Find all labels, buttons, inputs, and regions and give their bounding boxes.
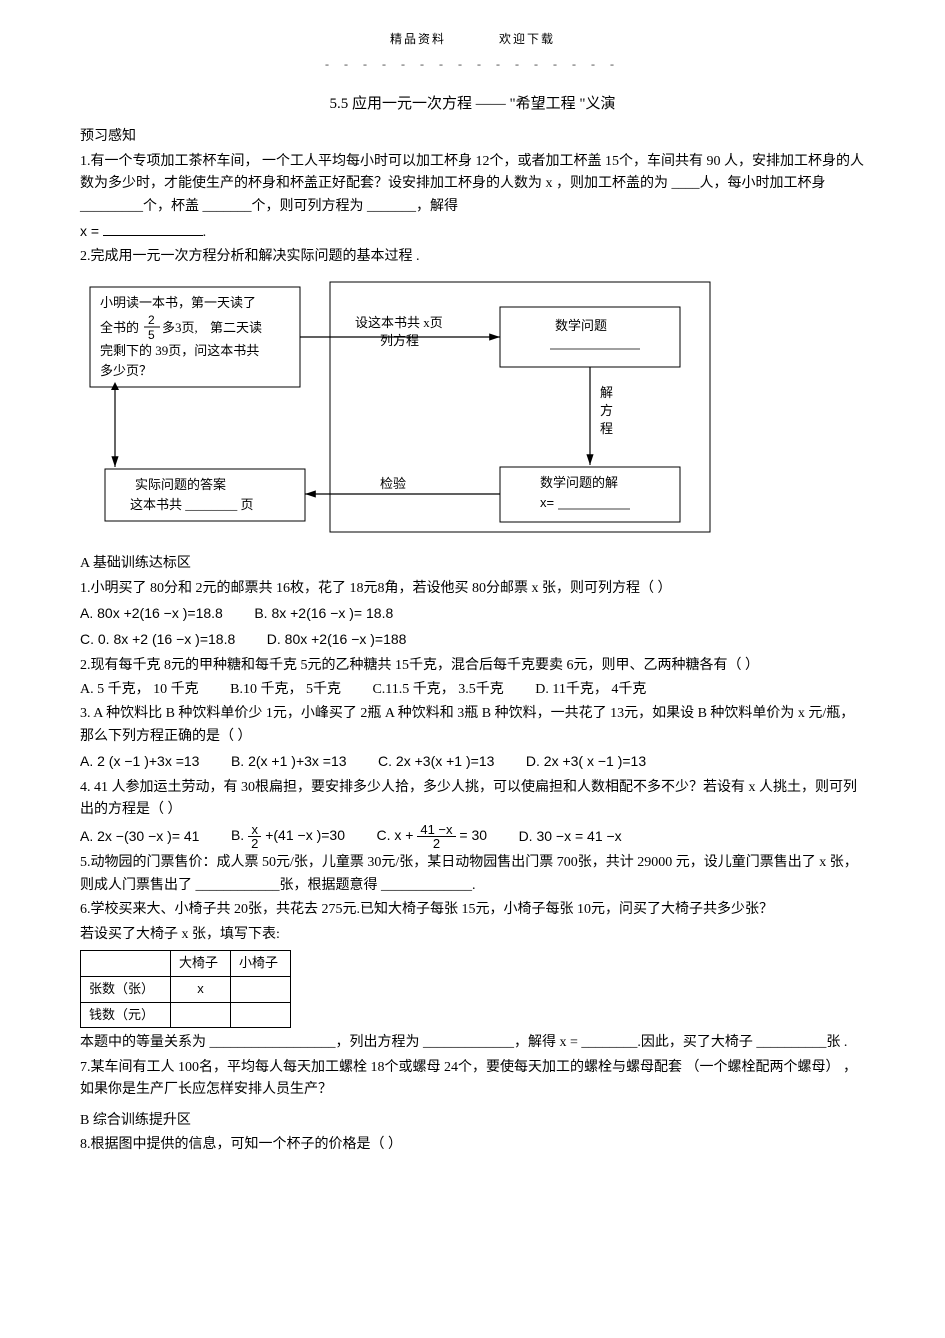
- tbl-h2: 小椅子: [231, 950, 291, 976]
- section-a-label: A 基础训练达标区: [80, 553, 865, 575]
- chair-table: 大椅子 小椅子 张数（张） x 钱数（元）: [80, 950, 291, 1028]
- question-2: 2.完成用一元一次方程分析和解决实际问题的基本过程 .: [80, 246, 865, 268]
- svg-text:多3页,: 多3页,: [162, 320, 198, 335]
- question-1: 1.有一个专项加工茶杯车间， 一个工人平均每小时可以加工杯身 12个，或者加工杯…: [80, 151, 865, 218]
- a1-row2: C. 0. 8x +2 (16 −x )=18.8 D. 80x +2(16 −…: [80, 628, 865, 652]
- header-left: 精品资料: [390, 30, 446, 49]
- header-dashes: - - - - - - - - - - - - - - - -: [80, 55, 865, 74]
- svg-text:列方程: 列方程: [380, 333, 419, 348]
- svg-text:完剩下的 39页，问这本书共: 完剩下的 39页，问这本书共: [100, 343, 259, 358]
- tbl-r1c2: [231, 976, 291, 1002]
- svg-text:检验: 检验: [380, 476, 406, 491]
- blank: [103, 222, 203, 236]
- q1-x-equals: x =: [80, 223, 99, 239]
- svg-text:方: 方: [600, 403, 613, 418]
- tbl-r1c0: 张数（张）: [81, 976, 171, 1002]
- question-a2: 2.现有每千克 8元的甲种糖和每千克 5元的乙种糖共 15千克，混合后每千克要卖…: [80, 655, 865, 677]
- svg-text:2: 2: [148, 313, 155, 327]
- svg-text:多少页？: 多少页？: [100, 363, 152, 378]
- question-a3: 3. A 种饮料比 B 种饮料单价少 1元，小峰买了 2瓶 A 种饮料和 3瓶 …: [80, 703, 865, 748]
- a1-opt-a: A. 80x +2(16 −x )=18.8: [80, 602, 223, 624]
- preview-label: 预习感知: [80, 126, 865, 148]
- a2-row: A. 5 千克， 10 千克 B.10 千克， 5千克 C.11.5 千克， 3…: [80, 679, 865, 701]
- svg-text:x=: x=: [540, 495, 554, 510]
- question-a4: 4. 41 人参加运土劳动，有 30根扁担，要安排多少人拾，多少人挑，可以使扁担…: [80, 777, 865, 822]
- tbl-r2c1: [171, 1002, 231, 1028]
- a2-opt-c: C.11.5 千克， 3.5千克: [372, 679, 503, 701]
- question-a6: 6.学校买来大、小椅子共 20张，共花去 275元.已知大椅子每张 15元，小椅…: [80, 899, 865, 921]
- flow-diagram: 小明读一本书，第一天读了 全书的 2 5 多3页, 第二天读 完剩下的 39页，…: [80, 277, 865, 545]
- a3-opt-a: A. 2 (x −1 )+3x =13: [80, 750, 199, 772]
- a3-row: A. 2 (x −1 )+3x =13 B. 2(x +1 )+3x =13 C…: [80, 750, 865, 774]
- svg-text:5: 5: [148, 328, 155, 342]
- a1-row1: A. 80x +2(16 −x )=18.8 B. 8x +2(16 −x )=…: [80, 602, 865, 626]
- svg-text:实际问题的答案: 实际问题的答案: [135, 477, 226, 492]
- a2-opt-d: D. 11千克， 4千克: [535, 679, 646, 701]
- question-1-last: x = .: [80, 220, 865, 244]
- tbl-r2c0: 钱数（元）: [81, 1002, 171, 1028]
- a1-opt-d: D. 80x +2(16 −x )=188: [267, 628, 407, 650]
- svg-text:设这本书共 x页: 设这本书共 x页: [355, 315, 443, 330]
- question-a7: 7.某车间有工人 100名，平均每人每天加工螺栓 18个或螺母 24个，要使每天…: [80, 1057, 865, 1102]
- question-a5: 5.动物园的门票售价：成人票 50元/张，儿童票 30元/张，某日动物园售出门票…: [80, 852, 865, 897]
- question-a1: 1.小明买了 80分和 2元的邮票共 16枚，花了 18元8角，若设他买 80分…: [80, 578, 865, 600]
- question-a6-3: 本题中的等量关系为 __________________，列出方程为 _____…: [80, 1032, 865, 1054]
- tbl-h0: [81, 950, 171, 976]
- svg-text:解: 解: [600, 385, 613, 400]
- a1-opt-b: B. 8x +2(16 −x )= 18.8: [254, 602, 393, 624]
- a1-opt-c: C. 0. 8x +2 (16 −x )=18.8: [80, 628, 235, 650]
- question-a6-2: 若设买了大椅子 x 张，填写下表:: [80, 924, 865, 946]
- section-b-label: B 综合训练提升区: [80, 1110, 865, 1132]
- page-header: 精品资料 欢迎下载: [80, 30, 865, 49]
- tbl-r2c2: [231, 1002, 291, 1028]
- box1-l1: 小明读一本书，第一天读了: [100, 295, 256, 310]
- a2-opt-b: B.10 千克， 5千克: [230, 679, 341, 701]
- header-right: 欢迎下载: [499, 30, 555, 49]
- a4-opt-c: C. x + 41 −x2 = 30: [377, 823, 488, 850]
- a4-opt-a: A. 2x −(30 −x )= 41: [80, 825, 199, 847]
- svg-text:数学问题: 数学问题: [555, 318, 607, 333]
- a3-opt-b: B. 2(x +1 )+3x =13: [231, 750, 347, 772]
- a4-opt-b: B. x2 +(41 −x )=30: [231, 823, 345, 850]
- svg-text:全书的: 全书的: [100, 320, 139, 335]
- a4-opt-d: D. 30 −x = 41 −x: [519, 825, 622, 847]
- tbl-h1: 大椅子: [171, 950, 231, 976]
- a3-opt-c: C. 2x +3(x +1 )=13: [378, 750, 494, 772]
- a3-opt-d: D. 2x +3( x −1 )=13: [526, 750, 646, 772]
- svg-text:程: 程: [600, 421, 613, 436]
- tbl-r1c1: x: [171, 976, 231, 1002]
- question-b8: 8.根据图中提供的信息，可知一个杯子的价格是（ ）: [80, 1134, 865, 1156]
- svg-text:这本书共 ________ 页: 这本书共 ________ 页: [130, 497, 254, 512]
- page-title: 5.5 应用一元一次方程 —— "希望工程 "义演: [80, 92, 865, 116]
- a4-row: A. 2x −(30 −x )= 41 B. x2 +(41 −x )=30 C…: [80, 823, 865, 850]
- svg-text:数学问题的解: 数学问题的解: [540, 475, 618, 490]
- a2-opt-a: A. 5 千克， 10 千克: [80, 679, 199, 701]
- svg-text:第二天读: 第二天读: [210, 320, 262, 335]
